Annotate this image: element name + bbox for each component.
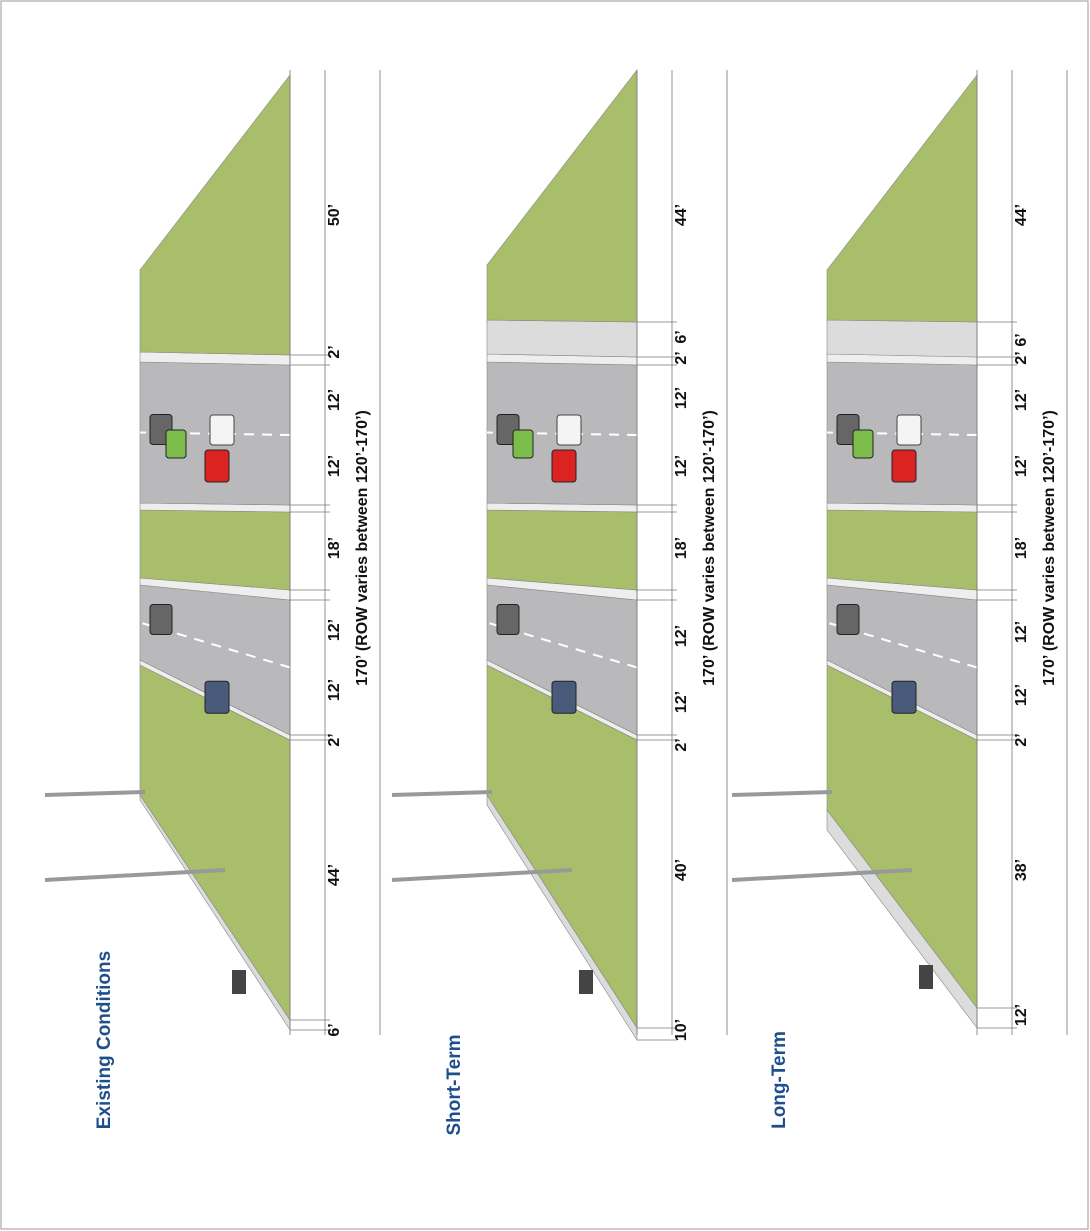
dimension-label: 12’ [673,455,690,477]
dimension-label: 6’ [326,1023,343,1036]
dimension-label: 2’ [673,351,690,364]
total-label: 170’ (ROW varies between 120’-170’) [1041,410,1058,686]
dimension-label: 44’ [326,864,343,886]
car [892,450,916,482]
car [837,605,859,635]
dimension-label: 6’ [1013,333,1030,346]
section-title: Existing Conditions [94,951,115,1129]
car [552,681,576,713]
dimension-label: 40’ [673,859,690,881]
green [487,70,637,322]
car [557,415,581,445]
dimension-label: 10’ [673,1019,690,1041]
section-title: Short-Term [444,1035,465,1136]
dimension-label: 2’ [1013,351,1030,364]
dimension-label: 12’ [326,389,343,411]
dimension-label: 12’ [326,679,343,701]
dimension-label: 12’ [1013,1004,1030,1026]
street-section: 12’ 38’ 2’ 12’ 12’ 18’ 12’ 12’ 2’ 6’ 44’ 170’ (ROW … [732,70,1067,1129]
car [205,681,229,713]
dimension-label: 18’ [326,537,343,559]
car [166,430,186,458]
dimension-label: 2’ [326,345,343,358]
car [892,681,916,713]
sidewalk [827,320,977,357]
section-title: Long-Term [769,1031,790,1129]
dimension-label: 6’ [673,330,690,343]
median [487,510,637,590]
dimension-label: 50’ [326,204,343,226]
dimension-label: 12’ [1013,455,1030,477]
diagram: 6’ 44’ 2’ 12’ 12’ 18’ 12’ 12’ 2’ 50’ 170’ (ROW var… [0,0,1090,1231]
dimension-label: 12’ [326,619,343,641]
green [827,75,977,322]
dimension-label: 12’ [1013,621,1030,643]
green [140,75,290,355]
page: {"panels": [ {"title": "Existing Conditi… [0,0,1090,1231]
dimension-label: 38’ [1013,859,1030,881]
dimension-label: 12’ [673,691,690,713]
car [205,450,229,482]
car [497,605,519,635]
car [552,450,576,482]
people [919,965,933,989]
people [232,970,246,994]
dimension-label: 2’ [1013,733,1030,746]
dimension-label: 44’ [1013,204,1030,226]
dimension-label: 12’ [673,387,690,409]
dimension-label: 12’ [1013,389,1030,411]
car [150,605,172,635]
dimension-label: 18’ [673,537,690,559]
dimension-label: 12’ [326,455,343,477]
dimension-label: 2’ [326,733,343,746]
total-label: 170’ (ROW varies between 120’-170’) [701,410,718,686]
car [897,415,921,445]
people [579,970,593,994]
street-section: 10’ 40’ 2’ 12’ 12’ 18’ 12’ 12’ 2’ 6’ 44’ 170’ (ROW … [392,70,727,1135]
median [827,510,977,590]
dimension-label: 2’ [673,738,690,751]
median [140,510,290,590]
total-label: 170’ (ROW varies between 120’-170’) [354,410,371,686]
car [210,415,234,445]
dimension-label: 44’ [673,204,690,226]
street-section: 6’ 44’ 2’ 12’ 12’ 18’ 12’ 12’ 2’ 50’ 170’ (ROW var… [45,70,380,1129]
car [513,430,533,458]
car [853,430,873,458]
pole [45,792,145,795]
sidewalk [487,320,637,357]
dimension-label: 18’ [1013,537,1030,559]
pole [732,792,832,795]
pole [392,792,492,795]
dimension-label: 12’ [1013,684,1030,706]
dimension-label: 12’ [673,625,690,647]
